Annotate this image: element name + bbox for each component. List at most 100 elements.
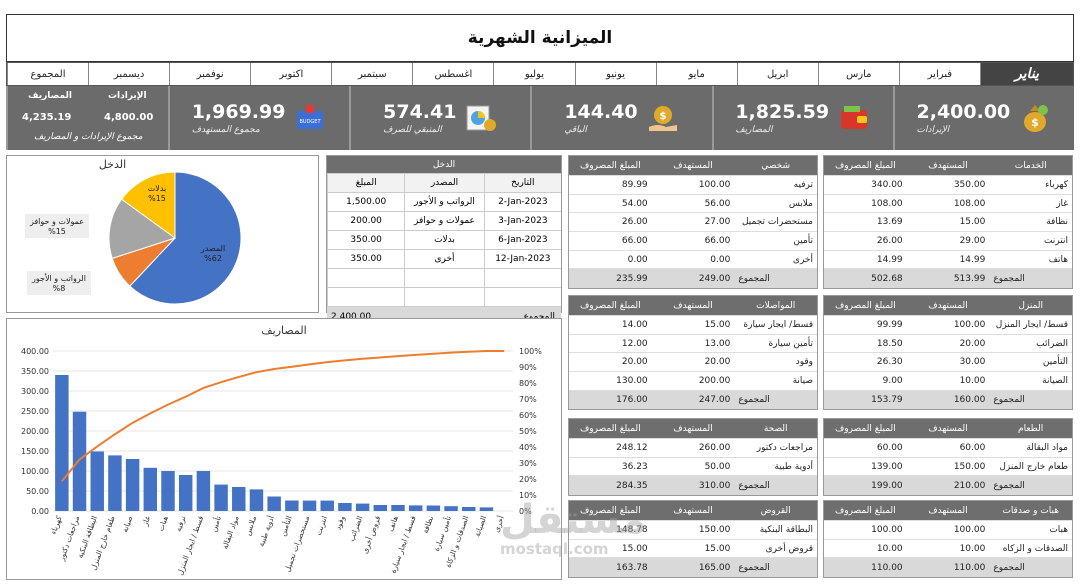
home-total-cell: المجموع [993, 395, 1025, 406]
bar-7 [178, 475, 193, 511]
income-cell: 350.00 [326, 250, 404, 268]
home-row-cell: 100.00 [953, 319, 986, 330]
health-header-cell: المبلغ المصروف [579, 423, 641, 434]
personal-total: المجموع 249.00 235.99 [569, 269, 817, 289]
kpi-target-total: BUDGET 1,969.99 مجموع المستهدف [167, 86, 349, 150]
health-row-cell: 50.00 [704, 461, 731, 472]
pie-label-box-1 [27, 271, 91, 295]
personal-row: مستحضرات تجميل 27.00 26.00 [569, 213, 817, 233]
personal-row-cell: 66.00 [704, 235, 731, 246]
month-tab-7[interactable]: اغسطس [412, 63, 494, 85]
gifts-table: هبات و صدقات المستهدف المبلغ المصروف هبات 10… [823, 500, 1073, 579]
food-row-cell: 60.00 [876, 442, 903, 453]
month-tab-12[interactable]: المجموع [6, 63, 89, 85]
y2-tick-label: 50% [519, 427, 537, 436]
personal-row: ترفيه 100.00 89.99 [569, 176, 817, 195]
loans-total-cell: المجموع [738, 562, 770, 573]
pie-label-name-0: المصدر [200, 244, 225, 253]
y-tick-label: 50.00 [26, 487, 49, 496]
home-total-cell: 160.00 [953, 395, 986, 406]
services-row-cell: هاتف [1048, 254, 1068, 265]
bar-5 [143, 467, 158, 511]
services-row: غاز 108.00 108.00 [824, 195, 1072, 214]
services-row: هاتف 14.99 14.99 [824, 251, 1072, 270]
month-tab-2[interactable]: مارس [817, 63, 899, 85]
transport-header-cell: المبلغ المصروف [579, 300, 641, 311]
y2-tick-label: 60% [519, 411, 537, 420]
transport-total-cell: 176.00 [616, 395, 648, 406]
y-tick-label: 150.00 [21, 447, 49, 456]
month-tab-0[interactable]: يناير [979, 63, 1073, 85]
kpi-revenue-value: 2,400.00 [916, 101, 1011, 123]
money-bag-icon: $ [1018, 101, 1052, 135]
food-row: مواد البقالة 60.00 60.00 [824, 439, 1072, 458]
month-tab-9[interactable]: اكتوبر [250, 63, 332, 85]
services-row-cell: 29.00 [959, 235, 986, 246]
services-header-cell: المستهدف [928, 160, 968, 171]
y2-tick-label: 80% [519, 379, 537, 388]
y2-tick-label: 40% [519, 443, 537, 452]
kpi-left-to-spend: 574.41 المتبقي للصرف [349, 86, 530, 150]
home-header-cell: المبلغ المصروف [834, 300, 896, 311]
gifts-header-cell: هبات و صدقات [1002, 505, 1059, 516]
personal-row: ملابس 56.00 54.00 [569, 195, 817, 214]
y2-tick-label: 70% [519, 395, 537, 404]
month-tab-8[interactable]: سبتمبر [331, 63, 413, 85]
loans-row-cell: البطاقة البنكية [759, 524, 813, 535]
services-row-cell: انترنت [1043, 235, 1068, 246]
income-cell [404, 269, 483, 287]
gifts-total: المجموع 110.00 110.00 [824, 558, 1072, 578]
services-header-cell: المبلغ المصروف [834, 160, 896, 171]
month-tab-6[interactable]: يوليو [493, 63, 575, 85]
bar-9 [214, 484, 228, 511]
health-row-cell: أدوية طبية [774, 461, 813, 472]
bar-21 [426, 505, 441, 511]
budget-icon: BUDGET [293, 101, 327, 135]
x-tick-label: غاز [140, 515, 152, 528]
food-total-cell: 199.00 [871, 480, 903, 491]
x-tick-label: كهرباء [49, 514, 64, 535]
pie-title: الدخل [98, 158, 127, 171]
month-tab-1[interactable]: فبراير [898, 63, 980, 85]
gifts-total-cell: 110.00 [953, 562, 986, 573]
income-cell: عمولات و حوافز [404, 212, 483, 230]
month-tab-10[interactable]: نوفمبر [169, 63, 251, 85]
health-row: أدوية طبية 50.00 36.23 [569, 458, 817, 477]
income-rows: 2-Jan-2023 الرواتب و الأجور 1,500.00 3-Jan-… [326, 193, 561, 307]
transport-row-cell: تأمين سيارة [768, 338, 813, 349]
personal-row-cell: ملابس [788, 198, 813, 209]
transport-total: المجموع 247.00 176.00 [569, 390, 817, 410]
kpi-expenses: 1,825.59 المصاريف [711, 86, 893, 150]
y2-tick-label: 90% [519, 363, 537, 372]
pie-slice-2 [108, 198, 177, 260]
kpi-expenses-label: المصاريف [735, 125, 773, 135]
personal-row-cell: 0.00 [710, 254, 731, 265]
services-row-cell: 340.00 [871, 179, 903, 190]
month-tab-11[interactable]: ديسمبر [88, 63, 170, 85]
loans-total: المجموع 165.00 163.78 [569, 558, 817, 578]
income-row: 2-Jan-2023 الرواتب و الأجور 1,500.00 [326, 193, 561, 212]
income-cell: بدلات [404, 231, 483, 249]
income-table: الدخل التاريخ المصدر المبلغ 2-Jan-2023 ال… [326, 155, 562, 327]
transport-table: المواصلات المستهدف المبلغ المصروف قسط/ ايجا… [568, 295, 818, 411]
loans-row: البطاقة البنكية 150.00 148.78 [569, 521, 817, 540]
x-tick-label: هبات [156, 515, 170, 533]
month-tab-3[interactable]: ابريل [736, 63, 818, 85]
income-total-label: المجموع [523, 312, 555, 322]
gifts-row-cell: 10.00 [959, 543, 986, 554]
home-row-cell: 10.00 [959, 375, 986, 386]
income-cell: 200.00 [326, 212, 404, 230]
personal-header-cell: المبلغ المصروف [579, 160, 641, 171]
gifts-total-cell: المجموع [993, 562, 1025, 573]
month-tab-5[interactable]: يونيو [574, 63, 656, 85]
x-tick-label: ملابس [243, 515, 258, 537]
bar-6 [161, 471, 175, 511]
services-total-cell: 513.99 [953, 273, 986, 284]
food-row-cell: 150.00 [953, 461, 986, 472]
kpi-target-total-label: مجموع المستهدف [191, 125, 260, 135]
food-table: الطعام المستهدف المبلغ المصروف مواد البقالة… [823, 418, 1073, 497]
personal-row-cell: 100.00 [698, 179, 731, 190]
month-tab-4[interactable]: مايو [655, 63, 737, 85]
page-title: الميزانية الشهرية [6, 14, 1074, 62]
food-total-cell: المجموع [993, 480, 1025, 491]
